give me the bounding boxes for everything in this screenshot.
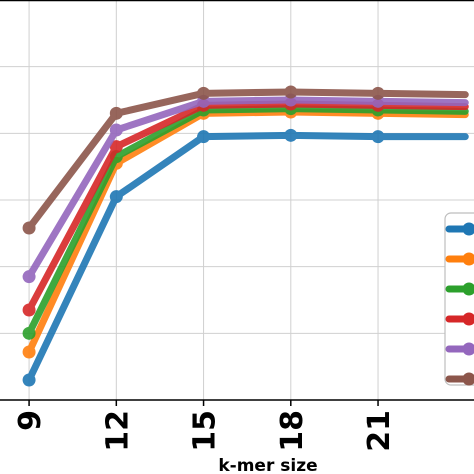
series-6 (22, 85, 469, 235)
data-point (284, 85, 298, 99)
x-tick-label: 9 (13, 410, 48, 431)
data-point (197, 86, 211, 100)
data-point (22, 270, 36, 284)
legend-marker-6 (462, 372, 474, 386)
series-line (25, 131, 469, 384)
x-tick-labels: 9 12 15 18 21 (13, 400, 397, 452)
legend (444, 212, 474, 386)
series-line (25, 105, 469, 337)
data-point (22, 303, 36, 317)
data-point (284, 128, 298, 142)
data-point (197, 130, 211, 144)
data-point (22, 221, 36, 235)
data-point (22, 373, 36, 387)
data-point (22, 345, 36, 359)
legend-marker-1 (462, 222, 474, 236)
x-tick-label: 21 (362, 410, 397, 452)
legend-marker-5 (462, 342, 474, 356)
data-point (371, 86, 385, 100)
legend-marker-4 (462, 312, 474, 326)
legend-marker-3 (462, 282, 474, 296)
series-line (25, 96, 469, 281)
series-2 (22, 105, 469, 359)
x-axis-label: k-mer size (218, 456, 317, 474)
x-tick-label: 18 (275, 410, 310, 452)
x-tick-label: 12 (100, 410, 135, 452)
series-line (25, 100, 469, 314)
x-tick-label: 15 (188, 410, 223, 452)
legend-box (444, 212, 474, 386)
series-layer (22, 85, 469, 387)
data-point (22, 326, 36, 340)
data-point (109, 190, 123, 204)
series-line (25, 88, 469, 232)
data-point (109, 106, 123, 120)
axes-frame (0, 0, 474, 401)
data-point (109, 140, 123, 154)
series-line (25, 108, 469, 356)
legend-marker-2 (462, 252, 474, 266)
data-point (109, 123, 123, 137)
data-point (371, 130, 385, 144)
series-1 (22, 128, 469, 387)
